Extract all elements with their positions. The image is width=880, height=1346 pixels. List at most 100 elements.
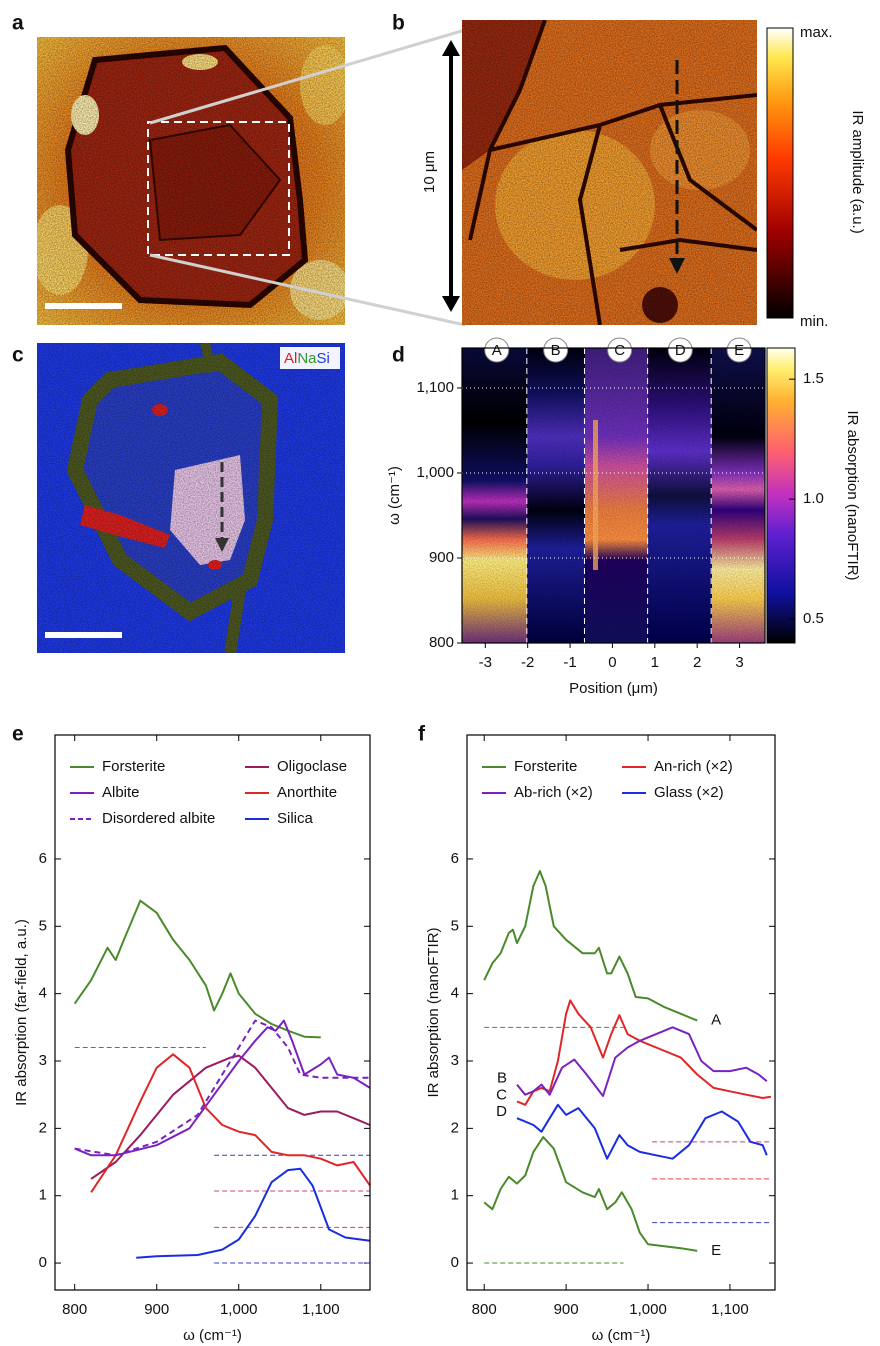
- heatmap-image: [462, 348, 765, 643]
- plot-frame: [54, 734, 371, 1291]
- x-tick-label: 0: [608, 654, 616, 671]
- x-tick-label: 1,000: [220, 1301, 258, 1318]
- y-axis-label: IR absorption (far-field, a.u.): [13, 919, 30, 1106]
- plot-frame: [466, 734, 776, 1291]
- line-series: [516, 999, 772, 1106]
- x-tick-label: -2: [521, 654, 534, 671]
- y-tick-label: 4: [39, 985, 47, 1002]
- legend-entry: Ab-rich (×2): [514, 784, 593, 801]
- region-marker: [726, 337, 752, 363]
- region-marker: [543, 337, 569, 363]
- colorbar-tick-label: 1.5: [803, 370, 824, 387]
- y-tick-label: 5: [451, 917, 459, 934]
- ir-image-b: [462, 20, 757, 325]
- panel-label: c: [12, 344, 24, 367]
- x-tick-label: 1,100: [302, 1301, 340, 1318]
- legend-entry: Al: [284, 350, 297, 367]
- y-tick-label: 5: [39, 917, 47, 934]
- curve-tag: A: [711, 1012, 721, 1029]
- zoom-box: [147, 121, 290, 256]
- x-tick-label: -1: [563, 654, 576, 671]
- y-tick-label: 2: [451, 1119, 459, 1136]
- scan-arrow-head: [669, 258, 685, 274]
- x-tick-label: 1: [651, 654, 659, 671]
- colorbar-max: max.: [800, 24, 833, 41]
- legend-entry: Glass (×2): [654, 784, 724, 801]
- colorbar-label: IR absorption (nanoFTIR): [844, 410, 861, 580]
- scale-arrow-head: [442, 40, 460, 56]
- y-tick-label: 1: [451, 1187, 459, 1204]
- panel-label: b: [392, 12, 405, 35]
- y-tick-label: 800: [429, 634, 454, 651]
- eds-map-c: [37, 343, 345, 653]
- y-tick-label: 3: [451, 1052, 459, 1069]
- y-tick-label: 900: [429, 549, 454, 566]
- legend-entry: Oligoclase: [277, 758, 347, 775]
- x-tick-label: 1,100: [711, 1301, 749, 1318]
- colorbar-label: IR amplitude (a.u.): [849, 110, 866, 233]
- curve-tag: D: [496, 1103, 507, 1120]
- y-tick-label: 4: [451, 985, 459, 1002]
- y-tick-label: 0: [39, 1254, 47, 1271]
- line-series: [90, 1054, 371, 1180]
- colorbar: [766, 27, 794, 319]
- legend-box: [280, 347, 340, 369]
- y-axis-label: ω (cm⁻¹): [386, 466, 403, 525]
- y-tick-label: 1,000: [416, 464, 454, 481]
- x-tick-label: 800: [472, 1301, 497, 1318]
- legend-entry: Na: [297, 350, 317, 367]
- y-tick-label: 1: [39, 1187, 47, 1204]
- region-label: D: [675, 342, 686, 359]
- line-series: [74, 1019, 371, 1157]
- line-series: [136, 1167, 371, 1259]
- y-tick-label: 6: [39, 850, 47, 867]
- x-tick-label: 900: [144, 1301, 169, 1318]
- legend-entry: Silica: [277, 810, 314, 827]
- y-tick-label: 1,100: [416, 379, 454, 396]
- colorbar-min: min.: [800, 313, 828, 330]
- colorbar: [766, 347, 796, 644]
- region-marker: [607, 337, 633, 363]
- region-label: B: [551, 342, 561, 359]
- x-tick-label: 800: [62, 1301, 87, 1318]
- panel-label: d: [392, 344, 405, 367]
- curve-tag: E: [711, 1242, 721, 1259]
- x-axis-label: ω (cm⁻¹): [592, 1327, 651, 1344]
- scan-arrow-head: [215, 538, 229, 552]
- x-tick-label: 1,000: [629, 1301, 667, 1318]
- y-tick-label: 6: [451, 850, 459, 867]
- ir-image-a: [37, 37, 345, 325]
- y-tick-label: 3: [39, 1052, 47, 1069]
- scale-arrow-head: [442, 296, 460, 312]
- y-tick-label: 0: [451, 1254, 459, 1271]
- x-tick-label: 900: [554, 1301, 579, 1318]
- legend-entry: Disordered albite: [102, 810, 215, 827]
- line-series: [516, 1026, 768, 1097]
- legend-entry: Albite: [102, 784, 140, 801]
- line-series: [74, 1019, 370, 1157]
- plot-frame: [461, 347, 766, 644]
- scale-label: 10 μm: [421, 151, 438, 193]
- legend-entry: An-rich (×2): [654, 758, 733, 775]
- zoom-line: [149, 28, 466, 125]
- region-label: E: [734, 342, 744, 359]
- legend-entry: Forsterite: [102, 758, 165, 775]
- region-label: C: [614, 342, 625, 359]
- x-tick-label: -3: [479, 654, 492, 671]
- colorbar-tick-label: 1.0: [803, 490, 824, 507]
- x-axis-label: Position (μm): [569, 680, 658, 697]
- panel-label: a: [12, 12, 24, 35]
- line-series: [73, 899, 321, 1039]
- panel-label: e: [12, 723, 24, 746]
- legend-entry: Anorthite: [277, 784, 337, 801]
- zoom-line: [149, 253, 466, 327]
- line-series: [516, 1103, 768, 1160]
- line-series: [90, 1053, 371, 1193]
- region-label: A: [492, 342, 502, 359]
- line-series: [483, 1136, 698, 1252]
- curve-tag: B: [497, 1070, 507, 1087]
- region-marker: [484, 337, 510, 363]
- x-tick-label: 2: [693, 654, 701, 671]
- panel-label: f: [418, 723, 426, 746]
